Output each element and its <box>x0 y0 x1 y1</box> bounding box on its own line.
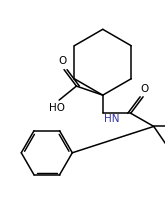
Text: HO: HO <box>49 103 65 113</box>
Text: O: O <box>58 55 67 66</box>
Text: O: O <box>141 83 149 94</box>
Text: HN: HN <box>104 114 119 124</box>
